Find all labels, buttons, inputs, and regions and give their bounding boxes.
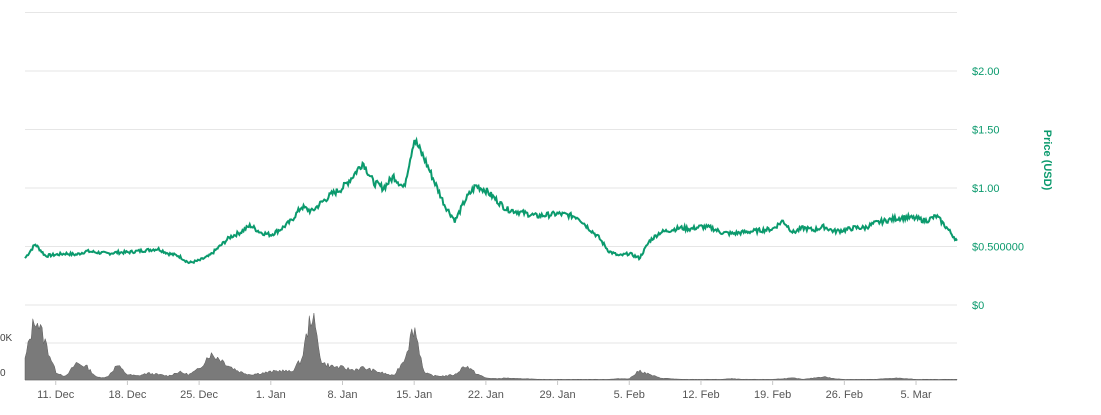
date-tick-label: 19. Feb — [754, 389, 791, 401]
price-tick-label: $0 — [972, 300, 984, 312]
price-tick-label: $1.50 — [972, 125, 1000, 137]
date-axis-ticks: 11. Dec 18. Dec 25. Dec 1. Jan 8. Jan 15. Jan… — [37, 380, 932, 401]
price-grid — [25, 12, 957, 306]
date-tick-label: 22. Jan — [468, 389, 504, 401]
price-tick-label: $2.00 — [972, 66, 1000, 78]
price-axis-title: Price (USD) — [1041, 130, 1053, 191]
date-tick-label: 12. Feb — [682, 389, 719, 401]
price-tick-label: $1.00 — [972, 183, 1000, 195]
date-tick-label: 5. Feb — [614, 389, 645, 401]
date-tick-label: 25. Dec — [180, 389, 218, 401]
volume-tick-label: 0 — [0, 368, 6, 379]
volume-grid — [25, 342, 957, 381]
volume-tick-label: 0K — [0, 333, 13, 344]
volume-area — [24, 313, 958, 381]
price-line — [24, 136, 958, 265]
date-tick-label: 15. Jan — [396, 389, 432, 401]
date-tick-label: 26. Feb — [826, 389, 863, 401]
volume-axis-ticks: 0 0K — [0, 333, 13, 379]
price-axis-ticks: $0 $0.500000 $1.00 $1.50 $2.00 — [972, 66, 1024, 312]
date-tick-label: 29. Jan — [540, 389, 576, 401]
price-tick-label: $0.500000 — [972, 242, 1024, 254]
date-tick-label: 18. Dec — [108, 389, 146, 401]
date-tick-label: 11. Dec — [37, 389, 75, 401]
date-tick-label: 5. Mar — [900, 389, 932, 401]
date-tick-label: 1. Jan — [256, 389, 286, 401]
date-tick-label: 8. Jan — [328, 389, 358, 401]
